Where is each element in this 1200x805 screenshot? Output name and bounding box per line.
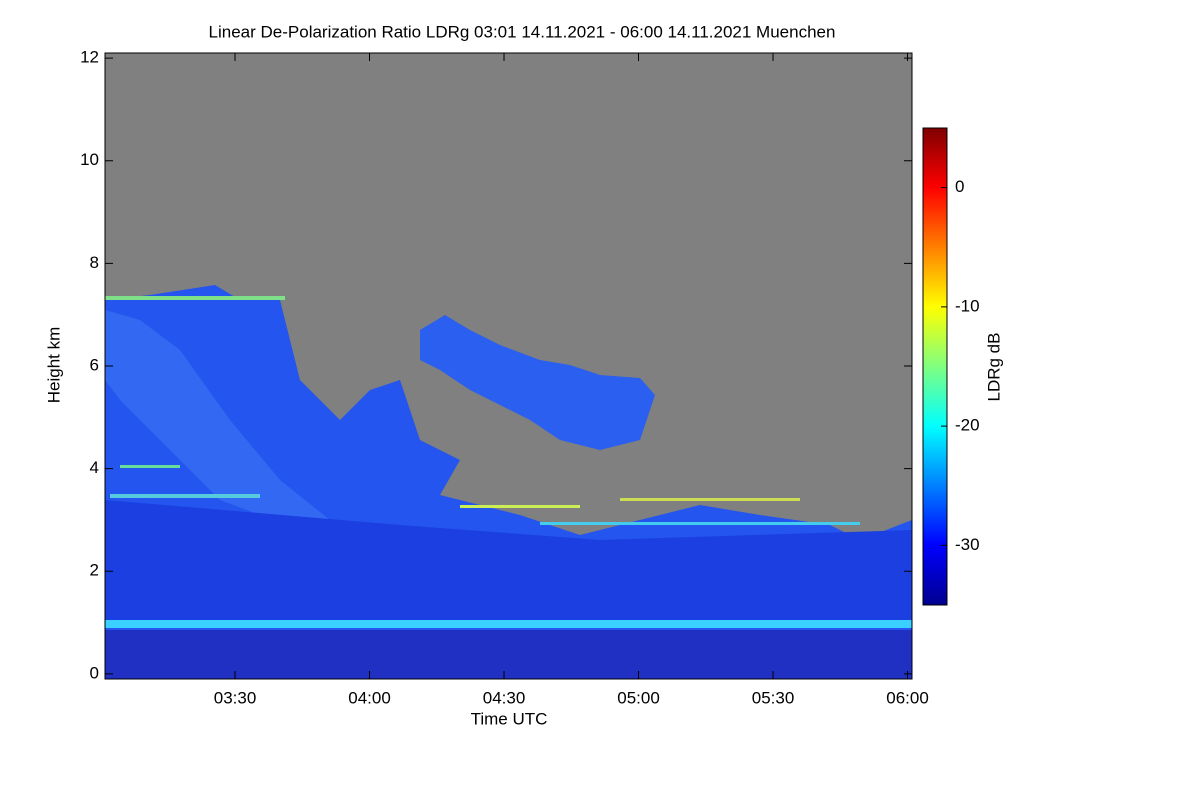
- chart-title: Linear De-Polarization Ratio LDRg 03:01 …: [209, 22, 836, 41]
- y-axis-label: Height km: [44, 327, 63, 404]
- y-tick-label: 8: [90, 253, 99, 272]
- y-tick-label: 2: [90, 561, 99, 580]
- x-axis-label: Time UTC: [471, 709, 548, 728]
- colorbar: [922, 127, 948, 606]
- colorbar-tick-label: -20: [955, 416, 980, 435]
- x-tick-label: 03:30: [214, 688, 257, 707]
- radar-field: [105, 53, 912, 679]
- x-tick-label: 05:30: [752, 688, 795, 707]
- y-tick-label: 12: [80, 48, 99, 67]
- y-tick-label: 10: [80, 150, 99, 169]
- x-tick-label: 04:30: [483, 688, 526, 707]
- colorbar-tick-label: -10: [955, 296, 980, 315]
- y-tick-label: 0: [90, 663, 99, 682]
- colorbar-tick-label: -30: [955, 535, 980, 554]
- y-tick-label: 6: [90, 355, 99, 374]
- colorbar-label: LDRg dB: [984, 333, 1003, 402]
- colorbar-tick-label: 0: [955, 177, 964, 196]
- x-tick-label: 04:00: [348, 688, 391, 707]
- x-tick-label: 05:00: [617, 688, 660, 707]
- y-tick-label: 4: [90, 458, 99, 477]
- x-tick-label: 06:00: [886, 688, 929, 707]
